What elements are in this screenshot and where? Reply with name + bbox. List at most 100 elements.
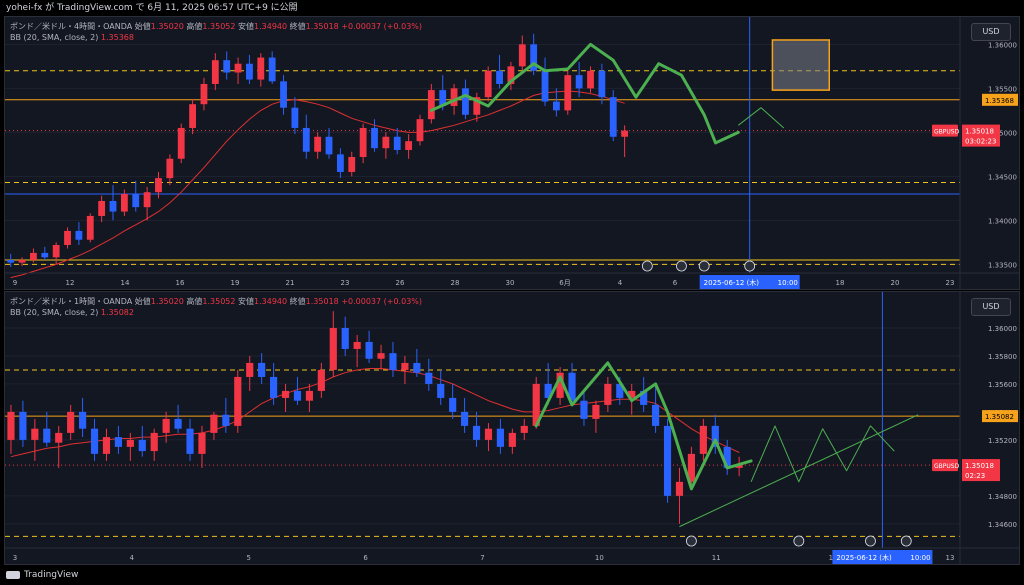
ohlc-legend: ポンド／米ドル・1時間・OANDA 始値1.35020 高値1.35052 安値… bbox=[10, 296, 422, 307]
time-tick-label: 14 bbox=[121, 279, 130, 287]
event-flag-icon bbox=[865, 535, 876, 547]
candle-body bbox=[257, 57, 265, 80]
last-price-badge bbox=[962, 459, 1000, 482]
candle-body bbox=[222, 414, 230, 426]
candle-body bbox=[7, 259, 15, 263]
candle-body bbox=[90, 428, 99, 454]
candle-body bbox=[449, 397, 457, 412]
candle-body bbox=[616, 383, 624, 398]
close-value: 1.35018 bbox=[305, 22, 339, 31]
candle-body bbox=[405, 141, 413, 150]
event-flag-icon bbox=[641, 260, 653, 272]
candle-body bbox=[268, 57, 276, 82]
pattern-zigzag-line bbox=[534, 361, 753, 491]
time-tick-label: 6月 bbox=[559, 279, 570, 287]
candle-body bbox=[621, 130, 629, 137]
target-box bbox=[771, 39, 831, 91]
indicator-legend[interactable]: BB (20, SMA, close, 2) 1.35082 bbox=[10, 308, 134, 317]
last-price-badge bbox=[962, 124, 1000, 147]
candle-body bbox=[210, 414, 218, 433]
candle-body bbox=[377, 353, 385, 359]
ohlc-legend: ポンド／米ドル・4時間・OANDA 始値1.35020 高値1.35052 安値… bbox=[10, 21, 422, 32]
symbol-tag-text: GBPUSD bbox=[934, 129, 960, 136]
candle-body bbox=[126, 439, 134, 447]
candle-body bbox=[393, 136, 401, 150]
time-tick-label: 3 bbox=[13, 554, 17, 562]
currency-button[interactable]: USD bbox=[971, 23, 1011, 41]
candle-body bbox=[174, 418, 182, 429]
candle-body bbox=[628, 390, 636, 398]
indicator-value: 1.35368 bbox=[100, 33, 134, 42]
candle-body bbox=[652, 404, 660, 426]
symbol-title: ポンド／米ドル・1時間・OANDA bbox=[10, 297, 133, 306]
candle-body bbox=[450, 88, 458, 106]
price-tick-label: 1.36000 bbox=[988, 325, 1017, 333]
level-price-text: 1.35082 bbox=[985, 413, 1014, 421]
candle-body bbox=[711, 425, 719, 447]
symbol-tag-badge bbox=[932, 124, 958, 137]
candle-body bbox=[484, 428, 493, 440]
candle-body bbox=[18, 259, 26, 263]
chart-pane-4h[interactable]: ポンド／米ドル・4時間・OANDA 始値1.35020 高値1.35052 安値… bbox=[4, 16, 1020, 290]
time-tick-label: 11 bbox=[712, 554, 721, 562]
candle-body bbox=[302, 127, 310, 152]
low-value: 1.34940 bbox=[254, 22, 288, 31]
symbol-tag-text: GBPUSD bbox=[934, 463, 960, 470]
time-tick-label: 26 bbox=[396, 279, 405, 287]
candle-body bbox=[365, 341, 373, 359]
candle-body bbox=[520, 425, 528, 433]
candle-body bbox=[472, 425, 481, 440]
high-label: 高値 bbox=[186, 22, 203, 31]
tradingview-logo-icon bbox=[6, 570, 20, 579]
date-tag-text: 2025-06-12 (木) bbox=[704, 278, 760, 287]
candle-body bbox=[353, 341, 361, 349]
candle-body bbox=[473, 97, 481, 115]
last-price-text: 1.35018 bbox=[965, 128, 994, 136]
bb-basis-line bbox=[10, 368, 740, 458]
price-tick-label: 1.36000 bbox=[988, 41, 1017, 49]
price-axis-bg bbox=[960, 17, 1019, 289]
candle-body bbox=[556, 372, 564, 398]
time-tick-label: 30 bbox=[506, 279, 515, 287]
indicator-legend[interactable]: BB (20, SMA, close, 2) 1.35368 bbox=[10, 33, 134, 42]
time-tick-label: 6 bbox=[673, 279, 678, 287]
price-tick-label: 1.34000 bbox=[988, 217, 1017, 225]
event-flag-icon bbox=[676, 260, 687, 272]
candle-body bbox=[150, 432, 158, 452]
time-tick-label: 20 bbox=[891, 279, 900, 287]
candle-body bbox=[413, 362, 421, 373]
candle-body bbox=[291, 107, 299, 128]
candle-body bbox=[314, 136, 322, 152]
candle-body bbox=[544, 383, 552, 398]
event-flag-icon bbox=[900, 535, 912, 547]
chart-canvas-1h[interactable]: 1.360001.358001.356001.354001.352001.348… bbox=[5, 292, 1019, 564]
currency-button[interactable]: USD bbox=[971, 298, 1011, 316]
time-tick-label: 23 bbox=[341, 279, 350, 287]
candle-body bbox=[246, 63, 253, 80]
price-tick-label: 1.35200 bbox=[988, 437, 1017, 445]
bb-basis-line bbox=[10, 90, 625, 279]
candle-body bbox=[359, 127, 367, 157]
high-value: 1.35052 bbox=[202, 297, 236, 306]
close-value: 1.35018 bbox=[305, 297, 339, 306]
event-flag-icon bbox=[686, 535, 697, 547]
price-tick-label: 1.35500 bbox=[988, 85, 1017, 93]
candle-body bbox=[530, 44, 538, 71]
candle-body bbox=[484, 70, 492, 98]
time-tick-label: 6 bbox=[363, 554, 368, 562]
time-tick-label: 28 bbox=[451, 279, 460, 287]
price-tick-label: 1.35600 bbox=[988, 381, 1017, 389]
chart-pane-1h[interactable]: ポンド／米ドル・1時間・OANDA 始値1.35020 高値1.35052 安値… bbox=[4, 291, 1020, 565]
time-tick-label: 9 bbox=[13, 279, 17, 287]
event-flag-icon bbox=[793, 535, 805, 547]
candle-body bbox=[211, 60, 219, 84]
chart-canvas-4h[interactable]: 1.36000 1.35500 1.35000 1.34500 1.34000 1.335… bbox=[5, 17, 1019, 289]
event-flag-icon bbox=[744, 260, 756, 272]
change-value: +0.00037 (+0.03%) bbox=[341, 297, 422, 306]
candle-body bbox=[143, 192, 151, 208]
time-tag-text: 10:00 bbox=[778, 279, 798, 287]
high-label: 高値 bbox=[186, 297, 203, 306]
candle-body bbox=[166, 158, 174, 179]
candle-body bbox=[552, 101, 560, 111]
candle-body bbox=[389, 353, 397, 370]
